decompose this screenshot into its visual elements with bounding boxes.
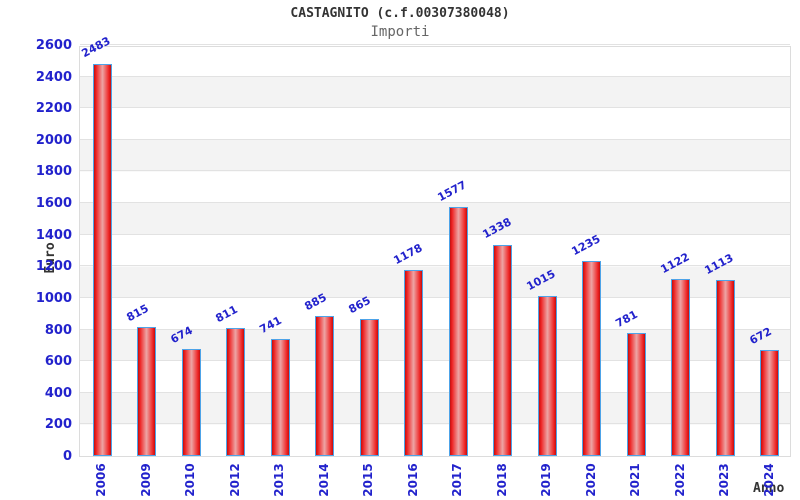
bar-2010 — [181, 349, 201, 456]
x-tick-label: 2022 — [672, 463, 687, 497]
plot-area — [79, 44, 791, 457]
y-tick-label: 1000 — [35, 290, 72, 306]
bar-2013 — [270, 338, 290, 456]
y-tick-label: 0 — [62, 449, 72, 464]
y-tick-label: 1200 — [35, 259, 72, 275]
y-tick-label: 1600 — [35, 196, 72, 212]
bar-2015 — [359, 319, 379, 456]
bar-2024 — [760, 349, 780, 456]
x-tick-label: 2009 — [138, 463, 153, 497]
x-tick-label: 2021 — [628, 463, 643, 497]
y-tick-label: 800 — [44, 322, 72, 338]
x-tick-label: 2024 — [761, 463, 776, 497]
gridline — [80, 138, 790, 140]
y-tick-label: 1800 — [35, 164, 72, 180]
gridline — [80, 75, 790, 77]
y-tick-label: 200 — [44, 417, 72, 433]
bar-2006 — [92, 63, 112, 456]
bar-2016 — [404, 269, 424, 456]
bar-2014 — [315, 316, 335, 456]
gridline — [80, 296, 790, 298]
gridline — [80, 328, 790, 330]
bar-2021 — [626, 332, 646, 456]
x-tick-label: 2006 — [94, 463, 109, 497]
x-tick-label: 2018 — [494, 463, 509, 497]
y-tick-label: 400 — [44, 385, 72, 401]
x-tick-label: 2019 — [539, 463, 554, 497]
y-tick-label: 2000 — [35, 132, 72, 148]
bar-2019 — [537, 295, 557, 456]
bar-2022 — [671, 278, 691, 456]
y-tick-label: 600 — [44, 354, 72, 370]
x-axis-title: Anno — [753, 481, 785, 496]
bar-2023 — [715, 280, 735, 456]
x-tick-label: 2012 — [227, 463, 242, 497]
x-tick-label: 2013 — [272, 463, 287, 497]
chart-subtitle: Importi — [370, 24, 430, 40]
x-tick-label: 2023 — [717, 463, 732, 497]
gridline — [80, 423, 790, 425]
bar-2012 — [226, 327, 246, 456]
y-tick-label: 2200 — [35, 101, 72, 117]
gridline — [80, 233, 790, 235]
x-tick-label: 2014 — [316, 463, 331, 497]
y-tick-label: 2600 — [35, 38, 72, 53]
x-tick-label: 2010 — [183, 463, 198, 497]
x-tick-label: 2016 — [405, 463, 420, 497]
gridline — [80, 170, 790, 172]
x-tick-label: 2015 — [361, 463, 376, 497]
gridline — [80, 202, 790, 204]
bar-2009 — [137, 327, 157, 456]
bar-2020 — [582, 260, 602, 456]
y-tick-label: 2400 — [35, 69, 72, 85]
gridline — [80, 44, 790, 45]
bar-2018 — [493, 244, 513, 456]
gridline — [80, 265, 790, 267]
x-tick-label: 2020 — [583, 463, 598, 497]
gridline — [80, 391, 790, 393]
gridline — [80, 107, 790, 109]
chart-title: CASTAGNITO (c.f.00307380048) — [290, 6, 510, 21]
gridline — [80, 360, 790, 362]
bar-2017 — [448, 206, 468, 456]
x-tick-label: 2017 — [450, 463, 465, 497]
y-tick-label: 1400 — [35, 227, 72, 243]
